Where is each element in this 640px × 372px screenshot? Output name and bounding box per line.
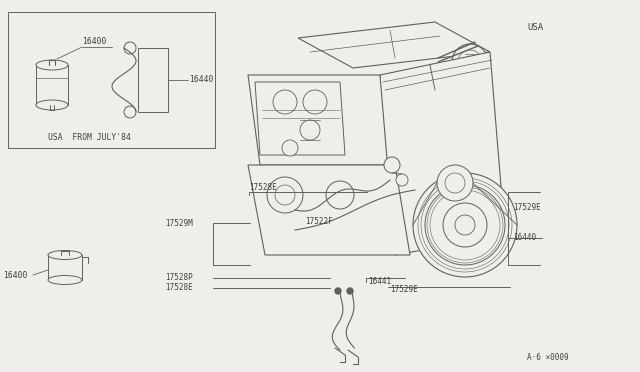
Ellipse shape [48,276,82,285]
Polygon shape [380,52,505,255]
Circle shape [303,90,327,114]
Circle shape [396,174,408,186]
Circle shape [425,185,505,265]
Circle shape [413,173,517,277]
Text: A·6 ×0009: A·6 ×0009 [527,353,568,362]
Text: 17528E: 17528E [165,283,193,292]
Circle shape [275,185,295,205]
Polygon shape [255,82,345,155]
Circle shape [445,173,465,193]
Polygon shape [248,165,410,255]
Polygon shape [298,22,490,68]
Circle shape [452,44,488,80]
Text: 17529E: 17529E [513,203,541,212]
Circle shape [300,120,320,140]
Polygon shape [138,48,168,112]
Circle shape [124,106,136,118]
Text: USA  FROM JULY'84: USA FROM JULY'84 [48,134,131,142]
Circle shape [267,177,303,213]
Ellipse shape [36,100,68,110]
Circle shape [458,50,482,74]
Circle shape [347,288,353,294]
Circle shape [273,90,297,114]
Text: 17529E: 17529E [390,285,418,295]
Text: 16400: 16400 [82,38,106,46]
Text: 16440: 16440 [513,234,536,243]
Circle shape [282,140,298,156]
Circle shape [384,157,400,173]
Polygon shape [48,255,82,280]
Polygon shape [36,65,68,105]
Text: 16400: 16400 [3,270,28,279]
Text: 17529M: 17529M [165,218,193,228]
Text: 17528E: 17528E [249,183,276,192]
Polygon shape [248,75,395,165]
Text: 16440: 16440 [189,76,213,84]
Circle shape [437,165,473,201]
Text: 16441: 16441 [368,276,391,285]
Circle shape [455,215,475,235]
Circle shape [124,42,136,54]
Text: 17522F: 17522F [305,218,333,227]
Ellipse shape [36,60,68,70]
Ellipse shape [48,250,82,260]
Circle shape [443,203,487,247]
Circle shape [326,181,354,209]
Circle shape [335,288,341,294]
Text: 17528P: 17528P [165,273,193,282]
Text: USA: USA [527,23,543,32]
